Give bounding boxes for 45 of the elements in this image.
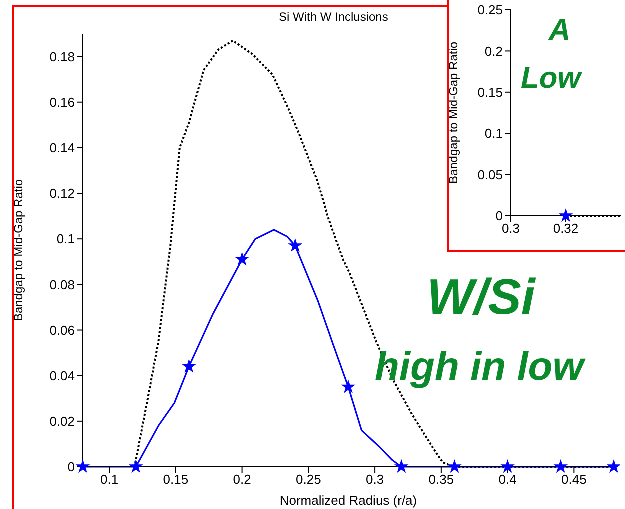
point — [235, 252, 250, 266]
point — [128, 459, 144, 474]
y-tick-label: 0.2 — [484, 44, 503, 59]
x-tick-label: 0.35 — [428, 472, 454, 488]
point — [606, 459, 620, 474]
point — [76, 459, 90, 474]
point — [448, 459, 462, 474]
point — [288, 238, 303, 252]
y-tick-label: 0.06 — [50, 322, 75, 338]
point — [341, 380, 356, 394]
y-tick-label: 0.16 — [50, 94, 75, 110]
y-tick-label: 0 — [68, 460, 75, 475]
annotation: W/Si — [427, 269, 536, 325]
y-tick-label: 0.1 — [56, 232, 75, 247]
point — [500, 459, 515, 474]
y-tick-label: 0 — [496, 208, 503, 224]
y-tick-label: 0.12 — [50, 186, 75, 202]
x-tick-label: 0.25 — [296, 472, 322, 488]
x-tick-label: 0.3 — [502, 221, 520, 236]
y-tick-label: 0.18 — [50, 49, 75, 64]
x-tick-label: 0.3 — [366, 472, 384, 488]
x-axis-title: Normalized Radius (r/a) — [280, 493, 418, 508]
y-tick-label: 0.04 — [50, 368, 75, 384]
point — [394, 459, 409, 474]
x-tick-label: 0.1 — [100, 472, 119, 488]
y-tick-label: 0.05 — [478, 167, 503, 182]
x-tick-label: 0.2 — [233, 472, 252, 488]
x-tick-label: 0.45 — [562, 472, 587, 488]
y-tick-label: 0.25 — [478, 2, 503, 18]
annotation: high in low — [375, 345, 584, 389]
x-tick-label: 0.4 — [498, 472, 517, 488]
y-tick-label: 0.1 — [484, 126, 503, 142]
y-axis-title: Bandgap to Mid-Gap Ratio — [446, 42, 460, 184]
y-tick-label: 0.14 — [50, 140, 75, 156]
point — [554, 459, 568, 474]
chart-title: Si With W Inclusions — [279, 10, 388, 24]
annotation: Low — [521, 62, 581, 95]
y-tick-label: 0.15 — [478, 85, 503, 100]
point — [182, 359, 196, 373]
x-tick-label: 0.32 — [553, 221, 579, 236]
y-tick-label: 0.02 — [50, 414, 75, 430]
annotation: A — [549, 14, 571, 47]
y-tick-label: 0.08 — [50, 277, 75, 292]
x-tick-label: 0.15 — [163, 472, 189, 488]
y-axis-title: Bandgap to Mid-Gap Ratio — [11, 179, 26, 322]
